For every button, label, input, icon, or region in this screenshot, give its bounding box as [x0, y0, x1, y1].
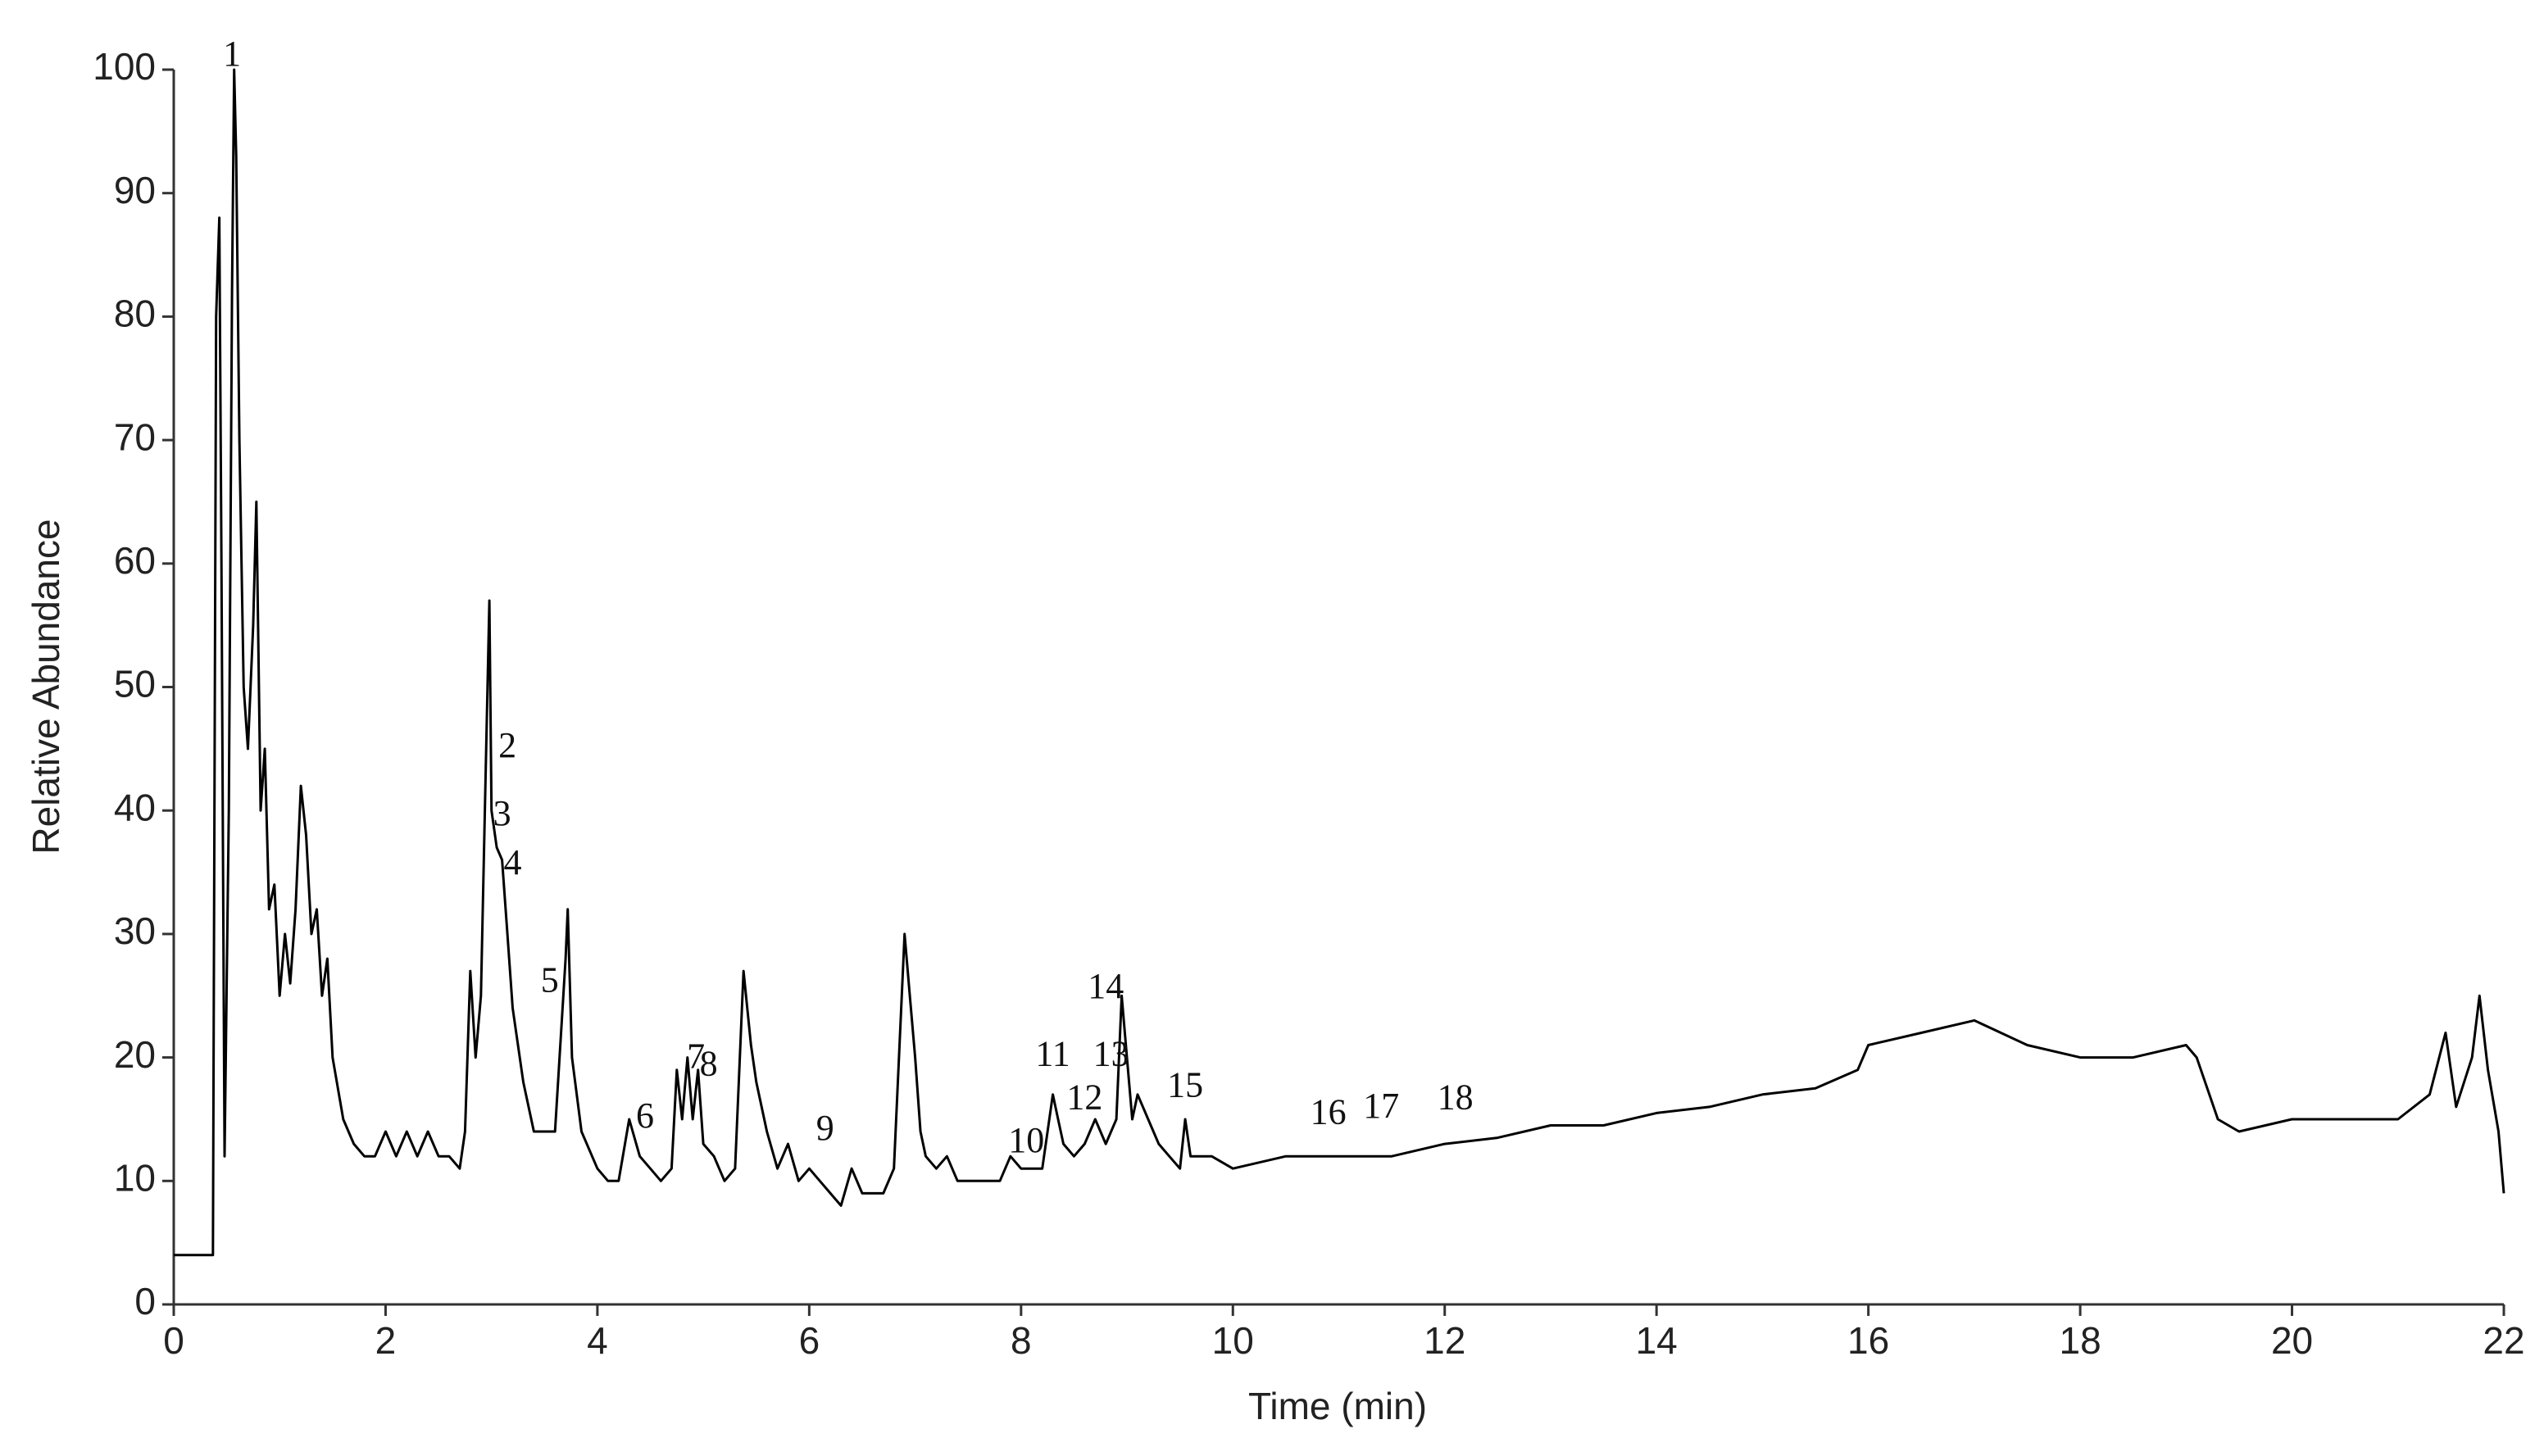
y-tick-label: 40	[114, 786, 156, 828]
peak-label: 17	[1363, 1086, 1399, 1126]
peak-label: 1	[223, 34, 241, 74]
y-tick-label: 60	[114, 539, 156, 582]
y-tick-label: 90	[114, 169, 156, 211]
x-tick-label: 20	[2271, 1319, 2313, 1362]
y-tick-label: 30	[114, 909, 156, 952]
y-tick-label: 0	[134, 1280, 156, 1322]
x-tick-label: 6	[799, 1319, 820, 1362]
peak-label: 5	[541, 959, 559, 1000]
peak-label: 7	[687, 1036, 705, 1077]
y-tick-label: 10	[114, 1156, 156, 1199]
y-axis-label: Relative Abundance	[25, 519, 67, 854]
x-tick-label: 16	[1847, 1319, 1889, 1362]
x-tick-label: 12	[1424, 1319, 1465, 1362]
x-tick-label: 18	[2060, 1319, 2101, 1362]
peak-label: 14	[1088, 966, 1124, 1006]
x-axis-label: Time (min)	[1248, 1385, 1427, 1427]
x-tick-label: 10	[1212, 1319, 1254, 1362]
peak-label: 11	[1035, 1034, 1070, 1074]
x-tick-label: 14	[1636, 1319, 1678, 1362]
peak-label: 8	[700, 1044, 718, 1084]
y-tick-label: 20	[114, 1033, 156, 1076]
y-tick-label: 80	[114, 293, 156, 335]
peak-label: 12	[1066, 1077, 1102, 1117]
peak-label: 3	[493, 793, 511, 833]
peak-label: 6	[636, 1095, 654, 1136]
x-tick-label: 2	[375, 1319, 397, 1362]
x-tick-label: 0	[163, 1319, 184, 1362]
peak-label: 9	[816, 1108, 834, 1148]
y-tick-label: 50	[114, 663, 156, 705]
peak-label: 16	[1311, 1092, 1347, 1132]
peak-label: 15	[1167, 1064, 1203, 1104]
chromatogram-line	[174, 68, 2505, 1257]
y-tick-label: 70	[114, 415, 156, 458]
peak-label: 4	[504, 842, 522, 882]
x-tick-label: 4	[587, 1319, 608, 1362]
peak-label: 18	[1438, 1077, 1474, 1117]
peak-label: 2	[498, 725, 516, 765]
x-tick-label: 22	[2483, 1319, 2524, 1362]
x-tick-label: 8	[1011, 1319, 1032, 1362]
peak-label: 10	[1008, 1120, 1044, 1160]
y-tick-label: 100	[93, 45, 156, 88]
peak-label: 13	[1093, 1034, 1129, 1074]
